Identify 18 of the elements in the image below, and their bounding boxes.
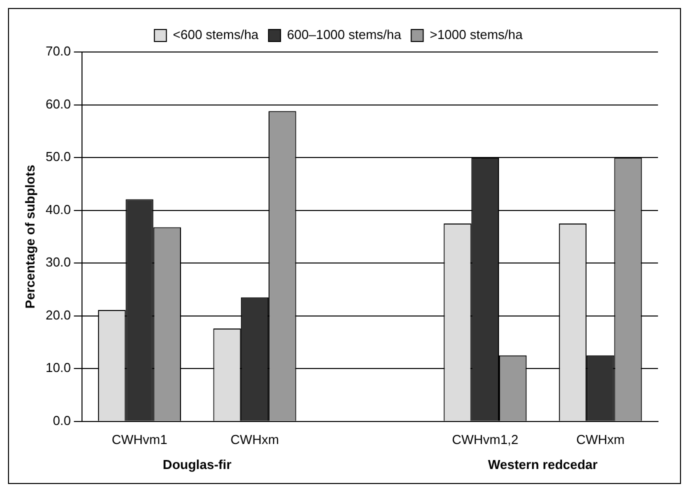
text: Douglas-fir — [162, 457, 232, 472]
y-axis-title: Percentage of subplots — [22, 164, 38, 309]
x-tick-label: CWHxm — [230, 432, 279, 447]
legend-label: 600–1000 stems/ha — [287, 27, 402, 42]
y-tick-label: 30.0 — [46, 254, 71, 270]
y-tick-label: 50.0 — [46, 149, 71, 164]
y-tick-label: 20.0 — [46, 307, 71, 322]
x-tick-label: CWHvm1 — [112, 432, 168, 447]
legend-label: >1000 stems/ha — [430, 27, 524, 42]
y-tick-label: 40.0 — [46, 202, 71, 217]
y-tick-label: 10.0 — [46, 360, 71, 376]
text: Western redcedar — [488, 457, 598, 472]
y-tick-label: 60.0 — [46, 96, 71, 112]
x-tick-label: CWHxm — [576, 432, 625, 447]
x-tick-label: CWHvm1,2 — [452, 432, 518, 447]
y-tick-label: 0.0 — [52, 412, 71, 428]
y-tick-label: 70.0 — [46, 44, 71, 59]
legend-label: <600 stems/ha — [172, 27, 260, 42]
